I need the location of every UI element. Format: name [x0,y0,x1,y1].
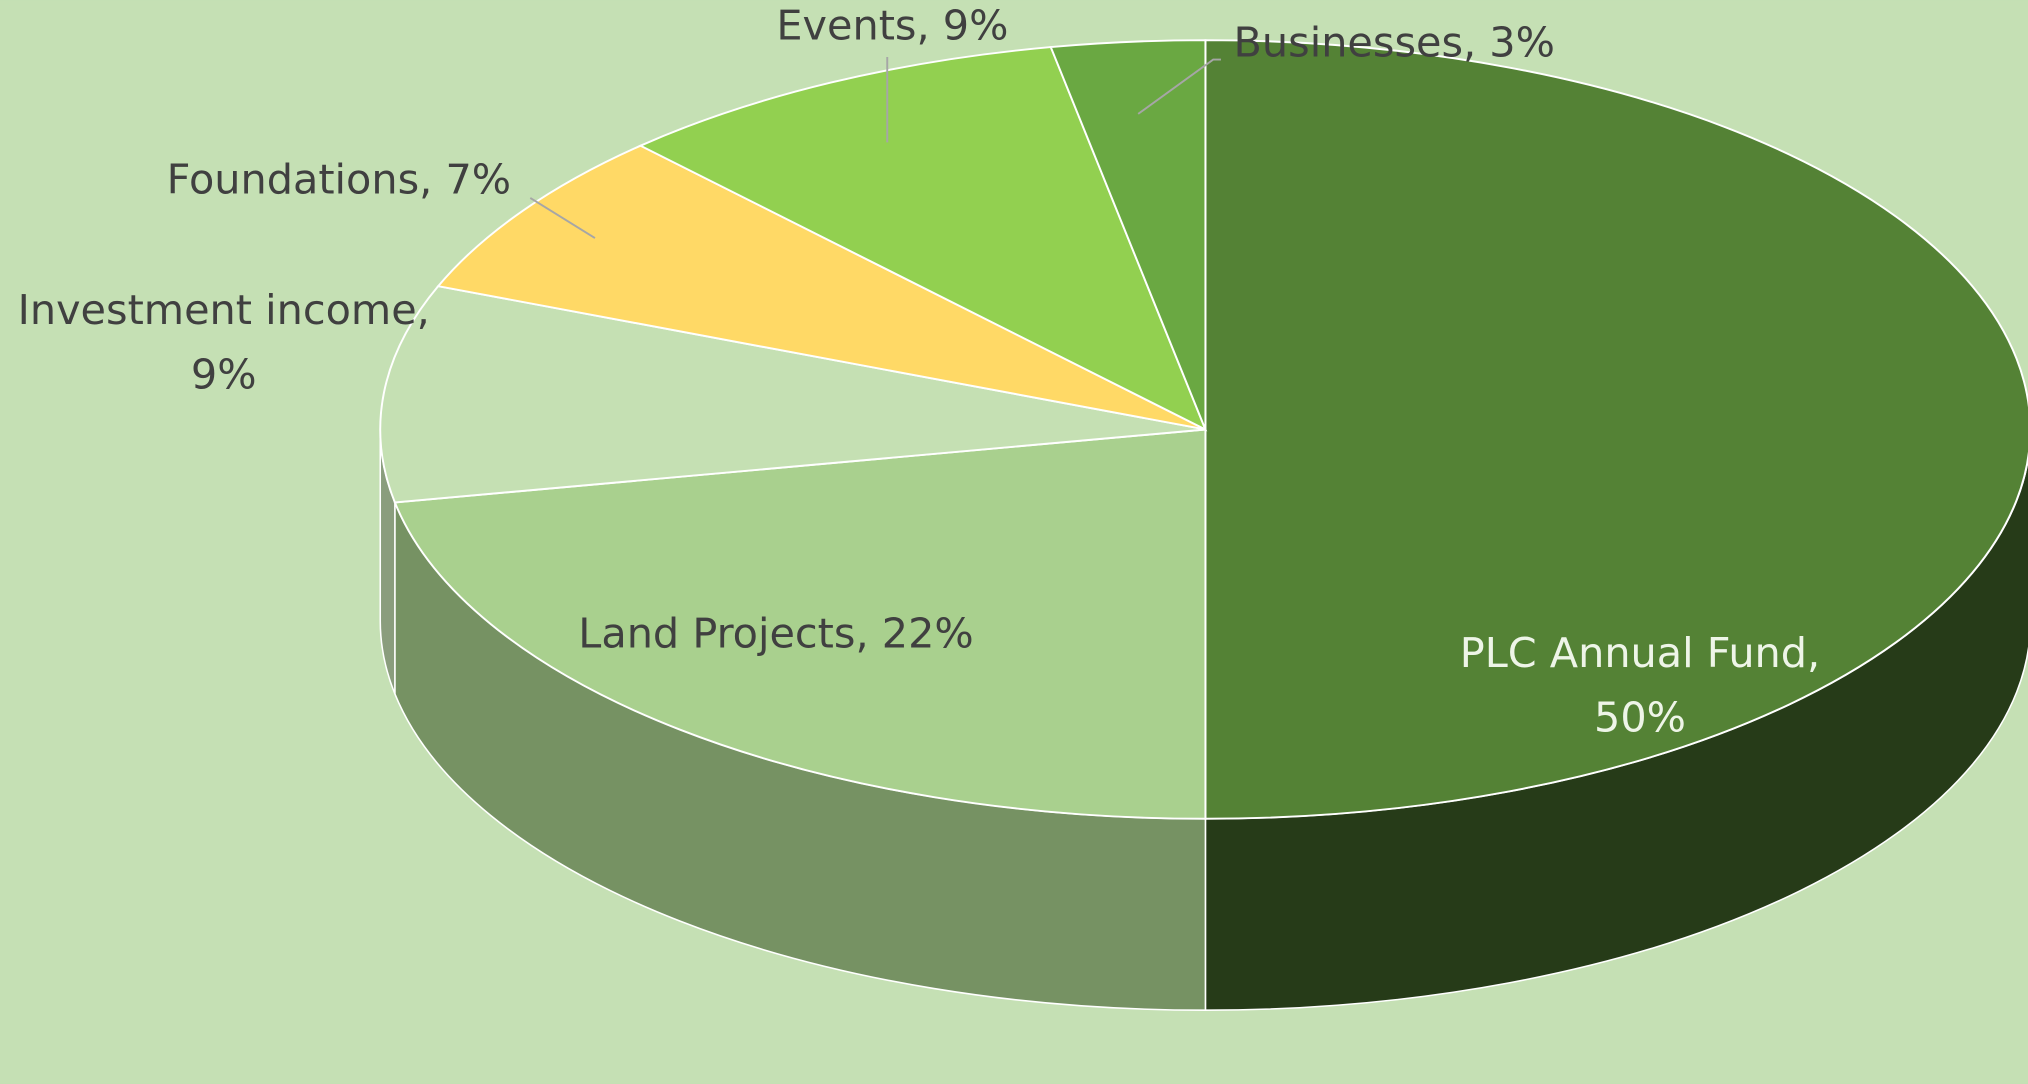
leader-line [1137,58,1221,115]
data-label: Land Projects, 22% [578,609,973,657]
data-label: Investment income, 9% [18,286,430,399]
slice [1049,39,1207,430]
label-line: 9% [191,351,257,399]
data-label: Events, 9% [776,2,1008,50]
label-line: Investment income, [18,286,430,334]
slice [1204,39,2028,820]
pie-tops [379,39,2028,820]
slice [379,285,1206,504]
leader-line [529,197,596,239]
slice [436,144,1206,431]
slice [393,428,1207,820]
data-label: PLC Annual Fund, 50% [1460,629,1820,742]
slice [638,46,1208,432]
data-label: Foundations, 7% [167,155,511,203]
label-line: PLC Annual Fund, [1460,629,1820,677]
data-labels: PLC Annual Fund, 50% Land Projects, 22% Inv… [18,2,1821,742]
label-line: 50% [1594,693,1686,741]
data-label: Businesses, 3% [1234,18,1555,66]
